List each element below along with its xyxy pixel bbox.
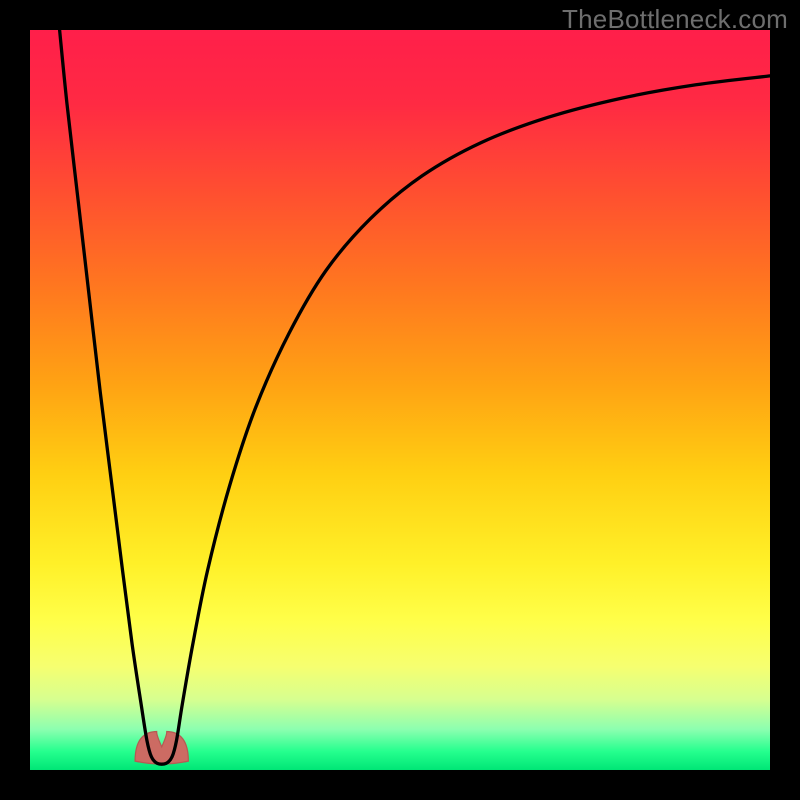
- chart-container: TheBottleneck.com: [0, 0, 800, 800]
- watermark-text: TheBottleneck.com: [562, 4, 788, 35]
- bottleneck-chart: [0, 0, 800, 800]
- plot-area: [30, 30, 770, 770]
